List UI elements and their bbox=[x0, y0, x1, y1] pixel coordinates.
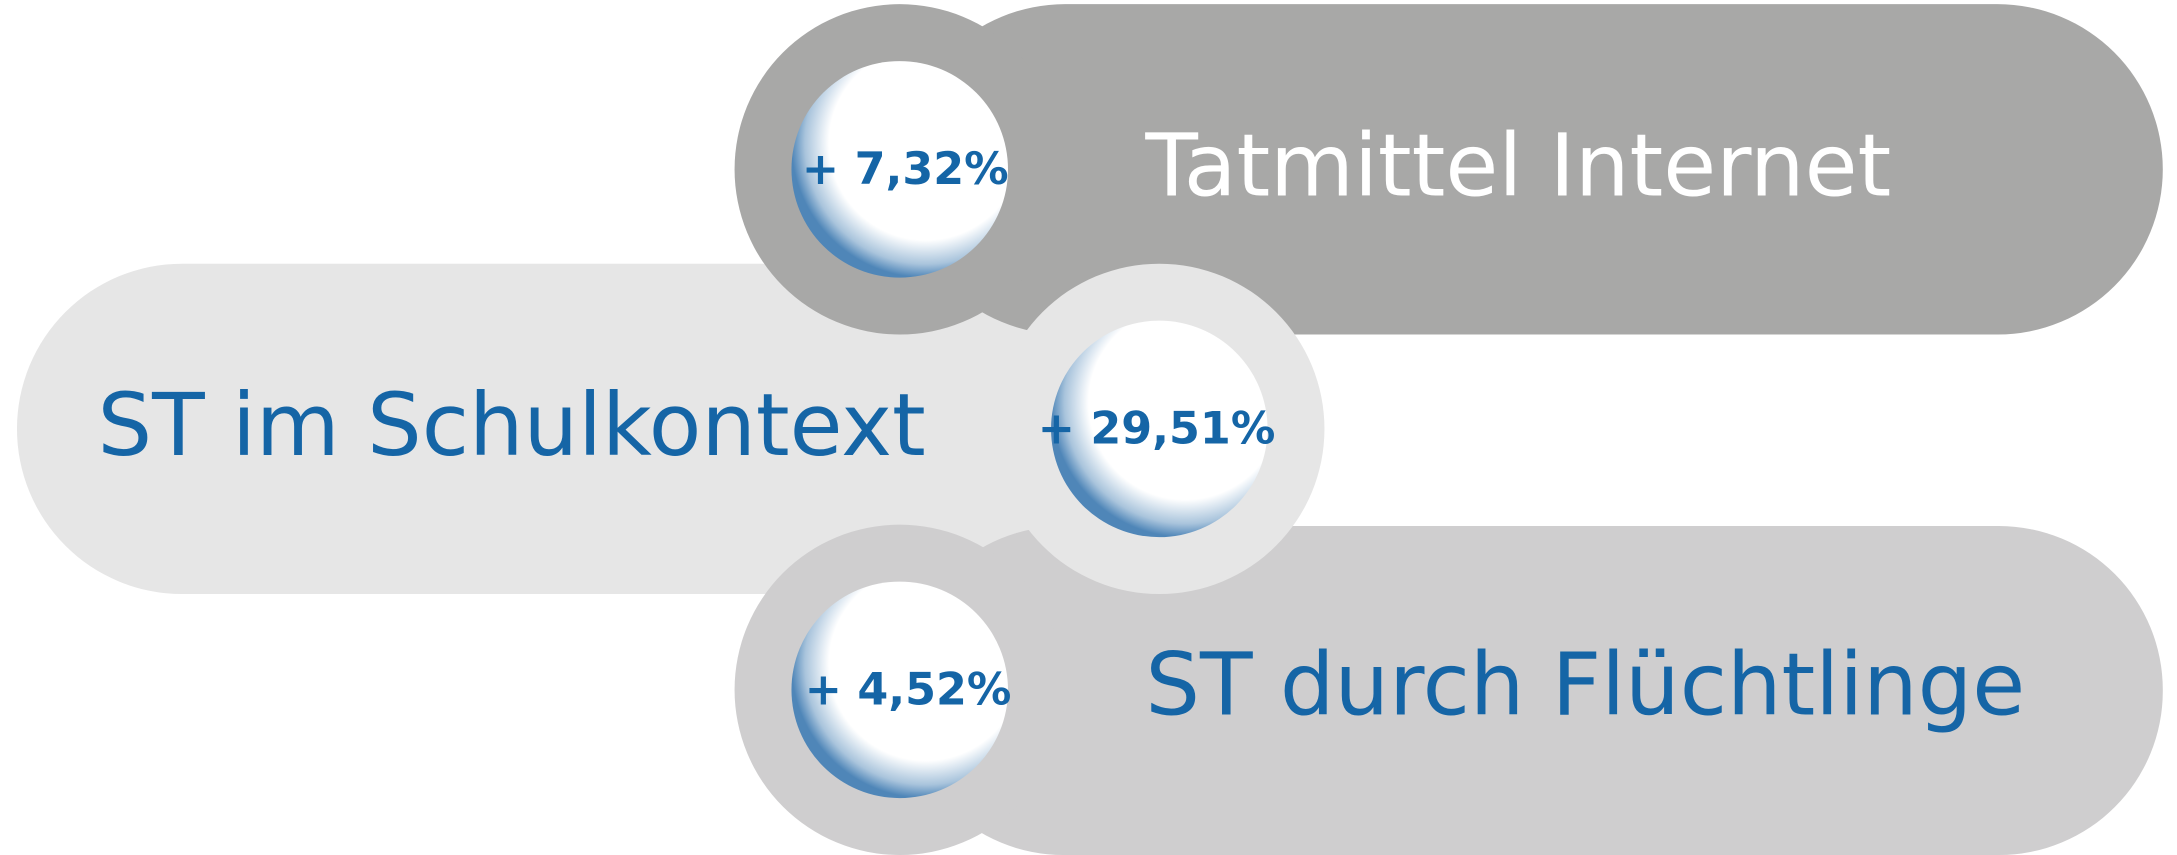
item-change: + 29,51% bbox=[1038, 404, 1276, 455]
pill-middle bbox=[16, 263, 1170, 595]
item-label: ST durch Flüchtlinge bbox=[1145, 636, 2025, 736]
pill-top bbox=[899, 4, 2163, 335]
item-label: ST im Schulkontext bbox=[97, 376, 925, 476]
item-change: + 4,52% bbox=[805, 665, 1012, 716]
item-change: + 7,32% bbox=[802, 144, 1009, 195]
pill-bottom bbox=[899, 526, 2163, 855]
item-label: Tatmittel Internet bbox=[1144, 117, 1891, 217]
inner-circle bbox=[791, 61, 1008, 278]
inner-circle bbox=[791, 581, 1008, 799]
inner-circle bbox=[1051, 320, 1268, 538]
